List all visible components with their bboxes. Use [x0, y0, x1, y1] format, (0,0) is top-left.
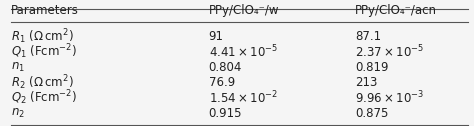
- Text: 0.819: 0.819: [355, 61, 388, 74]
- Text: 76.9: 76.9: [209, 76, 235, 89]
- Text: 91: 91: [209, 30, 224, 43]
- Text: PPy/ClO₄⁻/acn: PPy/ClO₄⁻/acn: [355, 4, 437, 17]
- Text: $4.41 \times 10^{-5}$: $4.41 \times 10^{-5}$: [209, 44, 278, 60]
- Text: $R_1$ (Ω cm$^2$): $R_1$ (Ω cm$^2$): [11, 27, 73, 46]
- Text: $2.37 \times 10^{-5}$: $2.37 \times 10^{-5}$: [355, 44, 424, 60]
- Text: $9.96 \times 10^{-3}$: $9.96 \times 10^{-3}$: [355, 89, 424, 106]
- Text: $Q_2$ (Fcm$^{-2}$): $Q_2$ (Fcm$^{-2}$): [11, 88, 77, 107]
- Text: $n_2$: $n_2$: [11, 106, 25, 120]
- Text: $R_2$ (Ω cm$^2$): $R_2$ (Ω cm$^2$): [11, 73, 73, 92]
- Text: 0.875: 0.875: [355, 107, 388, 120]
- Text: $1.54 \times 10^{-2}$: $1.54 \times 10^{-2}$: [209, 89, 278, 106]
- Text: 0.804: 0.804: [209, 61, 242, 74]
- Text: $Q_1$ (Fcm$^{-2}$): $Q_1$ (Fcm$^{-2}$): [11, 43, 77, 61]
- Text: PPy/ClO₄⁻/w: PPy/ClO₄⁻/w: [209, 4, 279, 17]
- Text: $n_1$: $n_1$: [11, 61, 25, 74]
- Text: 213: 213: [355, 76, 377, 89]
- Text: 0.915: 0.915: [209, 107, 242, 120]
- Text: Parameters: Parameters: [11, 4, 79, 17]
- Text: 87.1: 87.1: [355, 30, 381, 43]
